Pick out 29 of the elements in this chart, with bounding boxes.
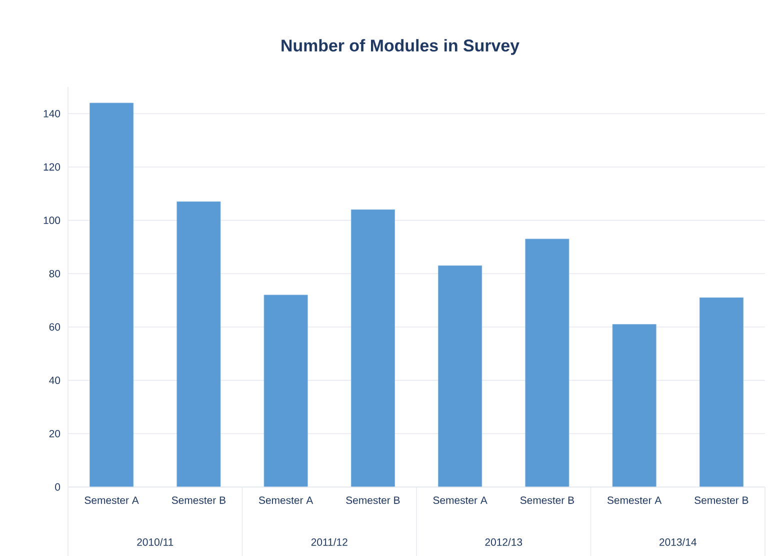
x-tick-label: Semester B bbox=[172, 496, 226, 504]
bar bbox=[90, 102, 134, 488]
text: 2011/12 bbox=[311, 538, 348, 546]
bar bbox=[525, 238, 570, 488]
x-tick-label: Semester A bbox=[258, 496, 314, 504]
bar bbox=[612, 324, 656, 488]
bar bbox=[176, 201, 221, 488]
x-tick-label: Semester B bbox=[694, 496, 748, 504]
y-tick-label: 100 bbox=[44, 216, 60, 224]
bar bbox=[350, 209, 395, 488]
x-tick-label: Semester B bbox=[346, 496, 400, 504]
bar bbox=[264, 294, 308, 488]
bar bbox=[438, 265, 482, 488]
y-tick-label: 40 bbox=[49, 376, 60, 384]
text: 2012/13 bbox=[485, 538, 522, 546]
y-tick-label: 80 bbox=[49, 270, 60, 278]
x-tick-label: Semester B bbox=[520, 496, 574, 504]
x-tick-label: Semester A bbox=[433, 496, 488, 504]
y-tick-label: 0 bbox=[55, 483, 60, 491]
y-tick-label: 120 bbox=[44, 163, 60, 171]
y-tick-label: 20 bbox=[49, 430, 60, 438]
chart-title: Number of Modules in Survey bbox=[282, 38, 520, 55]
y-tick-label: 140 bbox=[44, 110, 60, 118]
x-tick-label: Semester A bbox=[84, 496, 139, 504]
bar bbox=[699, 297, 744, 488]
text: 2010/11 bbox=[137, 538, 174, 546]
text: 2013/14 bbox=[660, 538, 696, 546]
y-tick-label: 60 bbox=[49, 323, 60, 331]
x-tick-label: Semester A bbox=[607, 496, 662, 504]
